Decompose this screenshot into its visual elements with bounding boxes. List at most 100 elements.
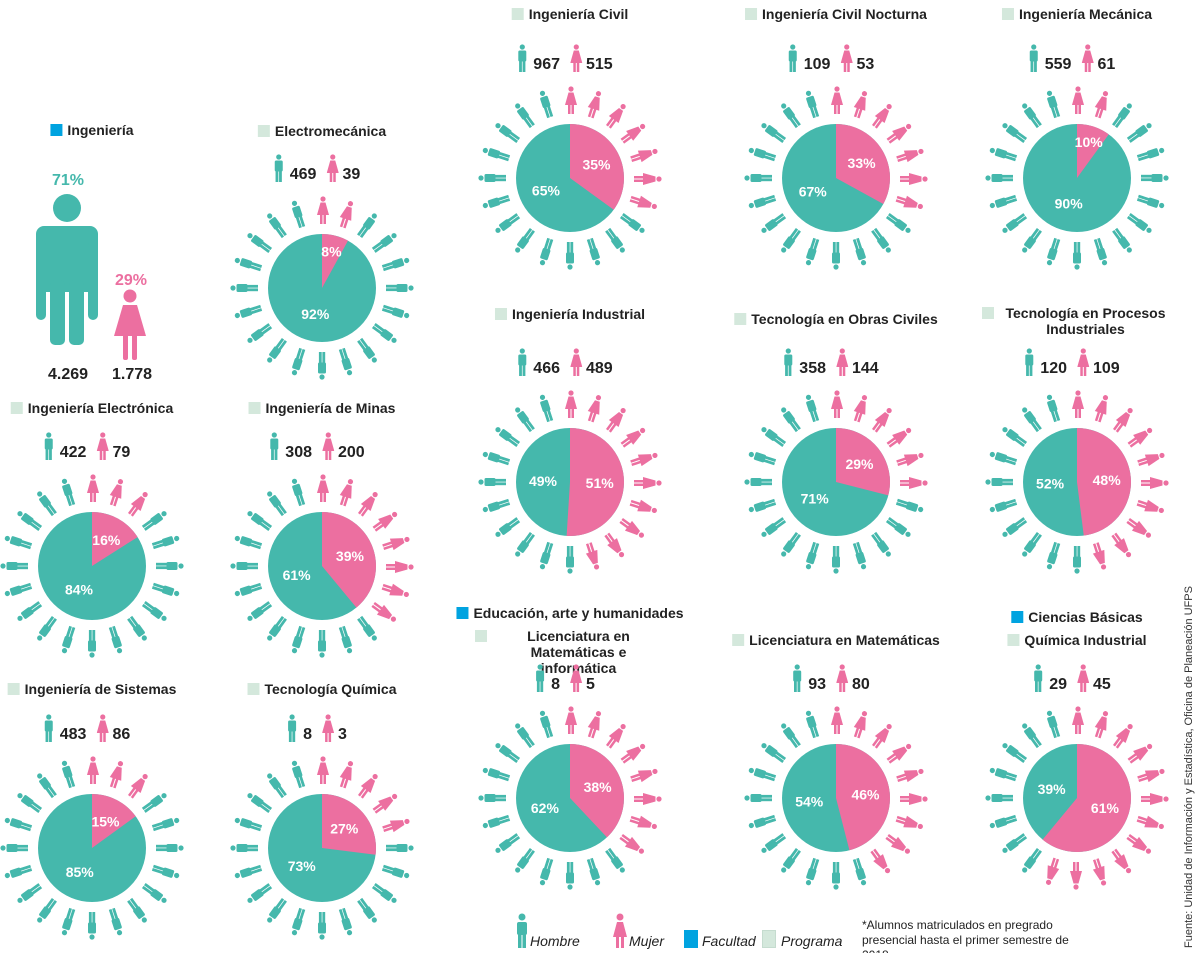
female-icon <box>570 44 582 72</box>
legend-female-icon <box>613 913 627 948</box>
ring-male-icon <box>0 562 28 570</box>
male-count: 422 <box>59 444 87 461</box>
ring-female-icon <box>585 542 600 570</box>
ring-male-icon <box>151 535 180 550</box>
pie-chart: 8% 92% <box>230 196 414 380</box>
male-count: 8 <box>303 726 312 743</box>
ring-male-icon <box>989 814 1018 829</box>
male-icon <box>288 714 297 742</box>
program-counts: 120 109 <box>1024 348 1129 378</box>
female-count: 5 <box>586 676 595 693</box>
program-swatch <box>732 634 745 646</box>
ring-male-icon <box>37 897 57 923</box>
ring-male-icon <box>17 793 43 813</box>
ring-male-icon <box>761 427 787 447</box>
ring-female-icon <box>317 756 329 784</box>
ring-male-icon <box>37 773 57 799</box>
ring-male-icon <box>989 767 1018 782</box>
ring-female-icon <box>831 390 843 418</box>
male-icon <box>44 432 53 460</box>
program-counts: 29 45 <box>1033 664 1121 694</box>
ring-male-icon <box>871 531 891 557</box>
ring-male-icon <box>515 847 535 873</box>
male-count: 8 <box>551 676 560 693</box>
female-percent-label: 16% <box>92 532 121 548</box>
ring-male-icon <box>761 833 787 853</box>
ring-female-icon <box>853 91 868 119</box>
ring-female-icon <box>1136 815 1164 830</box>
ring-male-icon <box>108 907 123 936</box>
ring-male-icon <box>1022 407 1042 433</box>
pie-slice-female <box>322 234 349 288</box>
ring-male-icon <box>381 257 410 272</box>
ring-male-icon <box>781 723 801 749</box>
program-swatch <box>511 8 524 20</box>
ring-female-icon <box>1137 452 1165 467</box>
ring-male-icon <box>781 531 801 557</box>
ring-female-icon <box>371 602 397 622</box>
male-percent-label: 71% <box>801 491 830 507</box>
ring-male-icon <box>267 213 287 239</box>
ring-male-icon <box>318 352 326 380</box>
ring-male-icon <box>478 794 506 802</box>
ring-male-icon <box>291 347 306 376</box>
ring-male-icon <box>619 213 645 233</box>
ring-male-icon <box>781 847 801 873</box>
ring-female-icon <box>1126 518 1152 538</box>
female-percent-label: 15% <box>91 814 120 830</box>
ring-female-icon <box>900 477 928 489</box>
ring-female-icon <box>896 768 924 783</box>
program-swatch <box>10 402 23 414</box>
male-icon <box>1034 664 1043 692</box>
ring-female-icon <box>831 706 843 734</box>
ring-male-icon <box>852 237 867 266</box>
faculty-title-ciencias: Ciencias Básicas <box>1011 609 1143 625</box>
pie-chart: 33% 67% <box>744 86 928 270</box>
male-count: 559 <box>1044 56 1072 73</box>
ring-male-icon <box>482 147 511 162</box>
ring-female-icon <box>900 793 928 805</box>
ring-female-icon <box>895 815 923 830</box>
ring-female-icon <box>317 474 329 502</box>
big-male-icon <box>36 194 98 345</box>
female-count: 80 <box>852 676 870 693</box>
ring-male-icon <box>386 844 414 852</box>
ring-male-icon <box>291 625 306 654</box>
program-title-label: Ingeniería Civil <box>528 6 629 22</box>
ring-male-icon <box>539 90 554 119</box>
ring-female-icon <box>872 103 892 129</box>
pie-chart: 35% 65% <box>478 86 662 270</box>
ring-female-icon <box>1092 858 1107 886</box>
ring-male-icon <box>230 284 258 292</box>
ring-female-icon <box>87 474 99 502</box>
faculty-swatch <box>456 607 469 619</box>
program-title: Ingeniería de Minas <box>248 400 395 416</box>
ring-male-icon <box>566 862 574 890</box>
program-counts: 358 144 <box>783 348 888 378</box>
ring-male-icon <box>586 237 601 266</box>
ring-male-icon <box>832 242 840 270</box>
male-percent-label: 92% <box>301 306 330 322</box>
program-title: Tecnología en Procesos Industriales <box>982 305 1172 337</box>
ring-female-icon <box>1072 390 1084 418</box>
male-count: 483 <box>59 726 87 743</box>
ring-male-icon <box>478 174 506 182</box>
ring-male-icon <box>805 710 820 739</box>
ring-female-icon <box>634 173 662 185</box>
female-icon <box>96 432 109 460</box>
ring-male-icon <box>805 394 820 423</box>
program-swatch <box>7 683 20 695</box>
ring-female-icon <box>831 86 843 114</box>
ring-female-icon <box>382 536 410 551</box>
ring-female-icon <box>634 793 662 805</box>
female-icon <box>836 664 848 692</box>
ring-male-icon <box>482 814 511 829</box>
ring-male-icon <box>61 907 76 936</box>
ring-male-icon <box>88 630 96 658</box>
ring-male-icon <box>748 451 777 466</box>
ring-male-icon <box>482 498 511 513</box>
ring-female-icon <box>619 518 645 538</box>
male-percent-label: 73% <box>288 858 317 874</box>
ring-male-icon <box>539 237 554 266</box>
